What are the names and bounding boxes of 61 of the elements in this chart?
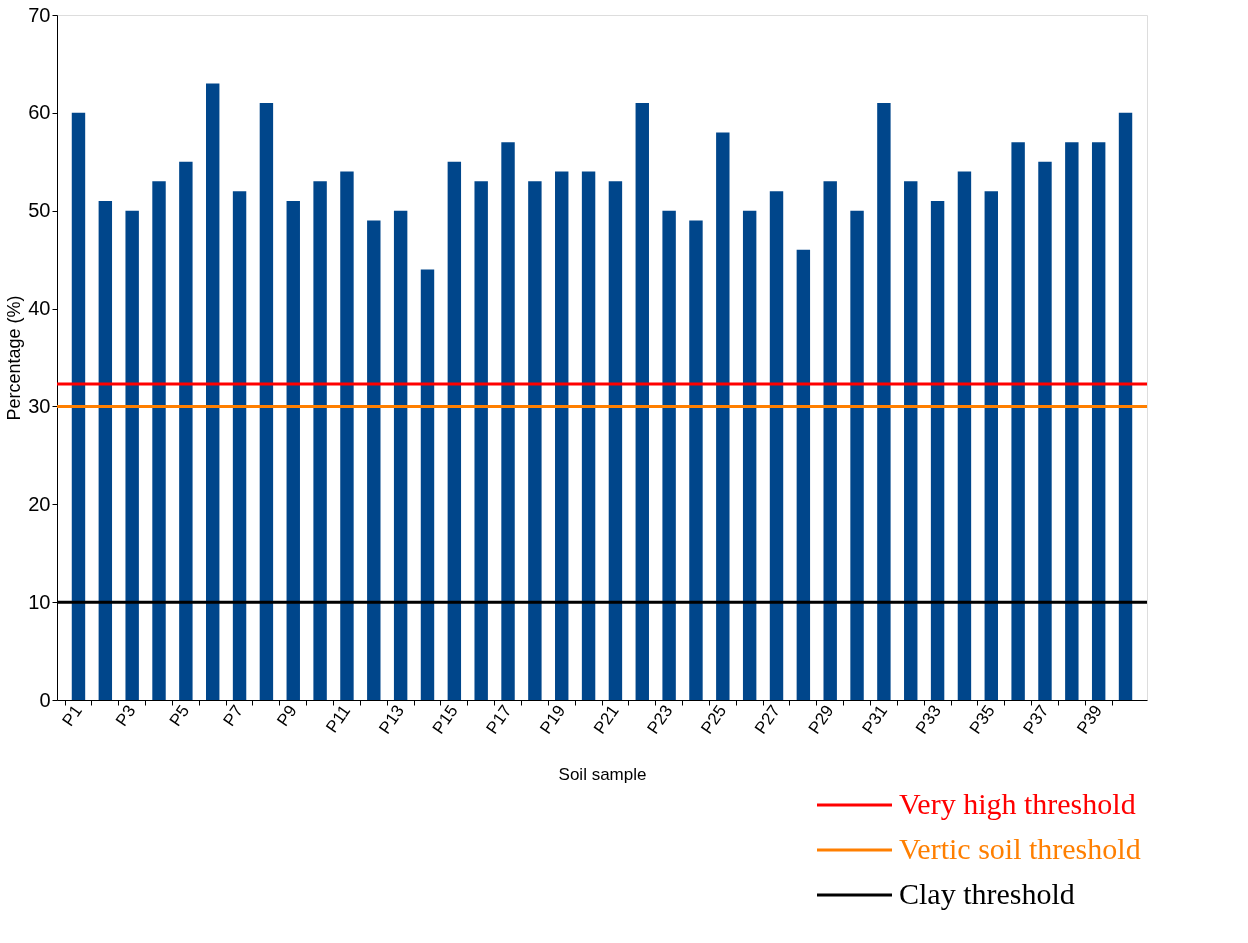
bar (1065, 142, 1079, 700)
bar (555, 171, 569, 700)
bar (1091, 142, 1106, 700)
x-tick-label: P21 (589, 701, 623, 738)
y-tick-label: 30 (28, 394, 51, 417)
x-axis-title: Soil sample (558, 764, 647, 784)
bar (1011, 142, 1025, 700)
bar (769, 191, 784, 700)
bar (608, 181, 623, 700)
x-tick-label: P3 (112, 701, 140, 730)
x-tick-label: P31 (858, 701, 892, 738)
legend-label: Clay threshold (899, 877, 1075, 910)
bar (98, 200, 113, 700)
bar (904, 181, 918, 700)
bar (179, 161, 193, 700)
bar (742, 210, 757, 700)
bar (635, 103, 649, 700)
bar (313, 181, 327, 700)
x-tick-label: P1 (58, 701, 86, 730)
legend-label: Vertic soil threshold (899, 832, 1141, 865)
bar (930, 200, 945, 700)
bar (796, 249, 811, 700)
bar (286, 200, 300, 700)
bar (420, 269, 435, 700)
bar (206, 83, 220, 700)
y-tick-label: 70 (28, 3, 51, 26)
bar (1118, 112, 1133, 700)
x-tick-label: P9 (273, 701, 301, 730)
bar (662, 210, 676, 700)
bar (581, 171, 596, 700)
bar (501, 142, 515, 700)
bar (71, 112, 86, 700)
bar (393, 210, 408, 700)
bar (823, 181, 837, 700)
bar (689, 220, 703, 700)
bar (232, 191, 247, 700)
bar (447, 161, 462, 700)
bar (367, 220, 381, 700)
bar (474, 181, 488, 700)
bar (152, 181, 166, 700)
y-tick-label: 10 (28, 590, 51, 613)
y-tick-label: 0 (39, 688, 51, 711)
bar (877, 103, 891, 700)
bar (716, 132, 730, 700)
y-tick-label: 20 (28, 492, 51, 515)
x-tick-label: P5 (165, 701, 194, 730)
x-tick-label: P7 (219, 701, 247, 730)
bar (259, 103, 274, 700)
y-tick-label: 50 (28, 199, 51, 222)
bar (1038, 161, 1052, 700)
legend-label: Very high threshold (899, 787, 1136, 820)
bar (125, 210, 139, 700)
y-axis-title: Percentage (%) (4, 295, 25, 421)
bar (984, 191, 998, 700)
x-tick-label: P11 (322, 701, 355, 737)
bar (340, 171, 354, 700)
y-tick-label: 60 (28, 101, 51, 124)
bar (528, 181, 542, 700)
bar (957, 171, 972, 700)
bar (850, 210, 864, 700)
y-tick-label: 40 (28, 297, 51, 320)
